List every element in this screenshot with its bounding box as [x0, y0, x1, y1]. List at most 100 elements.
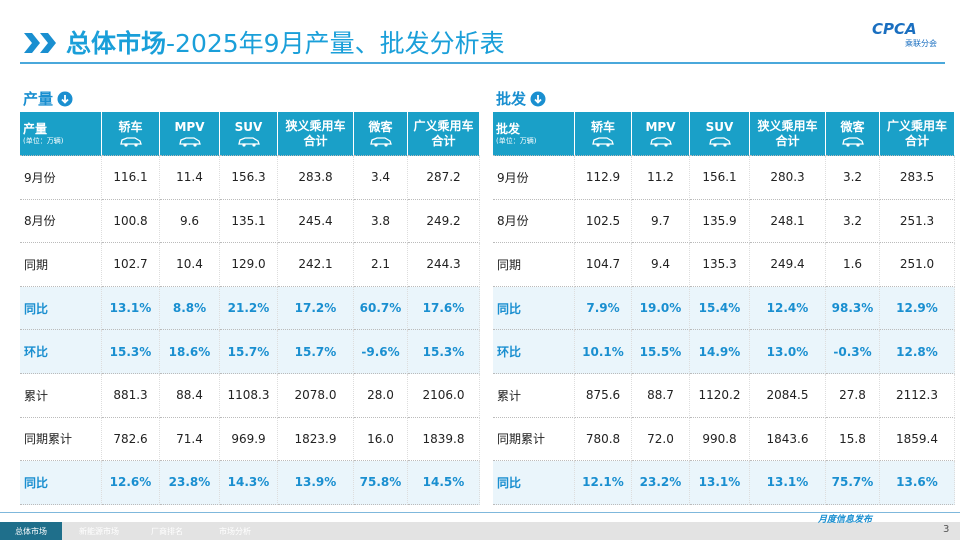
table-cell: 21.2%: [220, 286, 278, 331]
table-cell: 11.4: [160, 156, 220, 200]
table-cell: 14.5%: [408, 461, 480, 505]
column-header: 微客: [354, 112, 408, 156]
table-cell: 88.4: [160, 374, 220, 418]
table-cell: 12.1%: [575, 461, 632, 505]
table-cell: 14.3%: [220, 461, 278, 505]
column-header-line: 广义乘用车: [413, 118, 474, 133]
table-cell: 135.1: [220, 199, 278, 244]
table-cell: 280.3: [750, 156, 826, 200]
table-cell: 2.1: [354, 243, 408, 287]
table-cell: 1.6: [826, 243, 880, 287]
row-label: 累计: [20, 374, 102, 418]
table-cell: 17.6%: [408, 286, 480, 331]
table-cell: 3.2: [826, 199, 880, 244]
table-cell: 28.0: [354, 374, 408, 418]
table-cell: 780.8: [575, 417, 632, 462]
column-header-line: SUV: [705, 120, 734, 134]
table-cell: 251.3: [880, 199, 955, 244]
table-cell: 102.7: [102, 243, 160, 287]
row-label: 9月份: [20, 156, 102, 200]
table-cell: 102.5: [575, 199, 632, 244]
table-cell: 9.7: [632, 199, 690, 244]
column-header-line: 狭义乘用车: [757, 118, 818, 133]
column-header-line: 狭义乘用车: [285, 118, 346, 133]
table-cell: 782.6: [102, 417, 160, 462]
logo: CPCA: [872, 20, 917, 38]
table-cell: 18.6%: [160, 330, 220, 374]
row-label: 同期累计: [493, 417, 575, 462]
table-cell: 1839.8: [408, 417, 480, 462]
footer-bar: [0, 522, 960, 540]
column-header: MPV: [160, 112, 220, 156]
table-cell: 135.9: [690, 199, 750, 244]
corner-unit: (单位：万辆): [23, 136, 64, 145]
column-header: 轿车: [575, 112, 632, 156]
table-cell: 23.2%: [632, 461, 690, 505]
table-cell: 129.0: [220, 243, 278, 287]
table-cell: 72.0: [632, 417, 690, 462]
down-icon: [57, 91, 73, 107]
column-header: 广义乘用车 合计: [880, 112, 955, 156]
footer-rule: [0, 512, 960, 513]
footer-tab: 总体市场: [0, 522, 62, 540]
table-cell: 104.7: [575, 243, 632, 287]
table-cell: 15.8: [826, 417, 880, 462]
table-cell: 251.0: [880, 243, 955, 287]
row-label: 同比: [493, 286, 575, 331]
table-cell: 13.1%: [750, 461, 826, 505]
row-label: 8月份: [20, 199, 102, 244]
table-cell: 27.8: [826, 374, 880, 418]
row-label: 同期: [20, 243, 102, 287]
column-header: MPV: [632, 112, 690, 156]
table-cell: 13.1%: [102, 286, 160, 331]
chevron-icon: [24, 33, 56, 53]
table-cell: 12.9%: [880, 286, 955, 331]
column-header-line: 合计: [303, 133, 328, 148]
footer-note: 月度信息发布: [818, 515, 873, 525]
corner-label: 批发: [496, 121, 521, 136]
title-bold: 总体市场: [66, 29, 167, 58]
row-label: 同期累计: [20, 417, 102, 462]
table-cell: 116.1: [102, 156, 160, 200]
column-header: 微客: [826, 112, 880, 156]
table-cell: 2084.5: [750, 374, 826, 418]
column-header: 狭义乘用车 合计: [278, 112, 354, 156]
table-cell: 156.1: [690, 156, 750, 200]
table-cell: 15.7%: [278, 330, 354, 374]
table-cell: -0.3%: [826, 330, 880, 374]
section-label: 批发: [496, 90, 527, 108]
table-cell: 75.7%: [826, 461, 880, 505]
column-header-line: 合计: [431, 133, 456, 148]
car-icon: [369, 137, 392, 147]
table-cell: 283.8: [278, 156, 354, 200]
table-cell: 244.3: [408, 243, 480, 287]
table-cell: 283.5: [880, 156, 955, 200]
car-icon: [708, 137, 731, 147]
column-header-line: 合计: [775, 133, 800, 148]
column-header-line: SUV: [234, 120, 263, 134]
corner-cell: 产量 (单位：万辆): [20, 112, 102, 156]
car-icon: [841, 137, 864, 147]
row-label: 环比: [20, 330, 102, 374]
table-cell: -9.6%: [354, 330, 408, 374]
table-cell: 287.2: [408, 156, 480, 200]
table-cell: 13.1%: [690, 461, 750, 505]
column-header-line: MPV: [174, 120, 205, 134]
section-label: 产量: [23, 90, 54, 108]
column-header: 狭义乘用车 合计: [750, 112, 826, 156]
table-cell: 1823.9: [278, 417, 354, 462]
table-cell: 11.2: [632, 156, 690, 200]
table-cell: 15.4%: [690, 286, 750, 331]
table-cell: 2106.0: [408, 374, 480, 418]
table-cell: 969.9: [220, 417, 278, 462]
table-cell: 990.8: [690, 417, 750, 462]
table-cell: 15.3%: [408, 330, 480, 374]
table-cell: 112.9: [575, 156, 632, 200]
table-cell: 9.6: [160, 199, 220, 244]
column-header: 轿车: [102, 112, 160, 156]
title-rule: [20, 62, 945, 64]
table-cell: 248.1: [750, 199, 826, 244]
table-cell: 23.8%: [160, 461, 220, 505]
table-cell: 156.3: [220, 156, 278, 200]
